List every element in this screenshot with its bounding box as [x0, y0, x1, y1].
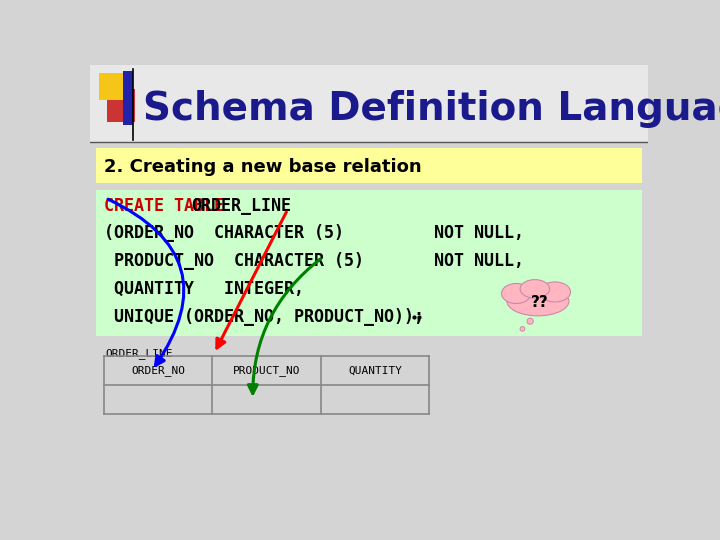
Bar — [107, 90, 135, 122]
Bar — [90, 65, 648, 142]
FancyArrowPatch shape — [108, 199, 184, 366]
Circle shape — [520, 327, 525, 331]
Text: 2. Creating a new base relation: 2. Creating a new base relation — [104, 158, 422, 176]
Ellipse shape — [539, 282, 570, 302]
Text: QUANTITY: QUANTITY — [348, 366, 402, 375]
Text: Schema Definition Language: Schema Definition Language — [143, 91, 720, 129]
Circle shape — [527, 318, 534, 325]
Text: ORDER_LINE: ORDER_LINE — [191, 197, 291, 215]
Ellipse shape — [507, 287, 569, 316]
Text: CREATE TABLE: CREATE TABLE — [104, 197, 224, 215]
FancyArrowPatch shape — [248, 259, 320, 394]
Text: ORDER_LINE: ORDER_LINE — [106, 348, 173, 359]
Text: PRODUCT_NO  CHARACTER (5)       NOT NULL,: PRODUCT_NO CHARACTER (5) NOT NULL, — [104, 252, 524, 270]
Bar — [99, 72, 127, 100]
Bar — [96, 190, 642, 336]
Bar — [122, 71, 133, 125]
FancyArrowPatch shape — [217, 212, 287, 348]
Text: ??: ?? — [531, 295, 549, 310]
Bar — [96, 148, 642, 184]
Text: (ORDER_NO  CHARACTER (5)         NOT NULL,: (ORDER_NO CHARACTER (5) NOT NULL, — [104, 225, 524, 242]
Text: QUANTITY   INTEGER,: QUANTITY INTEGER, — [104, 280, 304, 298]
Text: PRODUCT_NO: PRODUCT_NO — [233, 365, 300, 376]
Ellipse shape — [520, 280, 549, 298]
Text: UNIQUE (ORDER_NO, PRODUCT_NO));: UNIQUE (ORDER_NO, PRODUCT_NO)); — [104, 308, 424, 326]
Text: ORDER_NO: ORDER_NO — [131, 365, 185, 376]
Ellipse shape — [502, 284, 531, 303]
